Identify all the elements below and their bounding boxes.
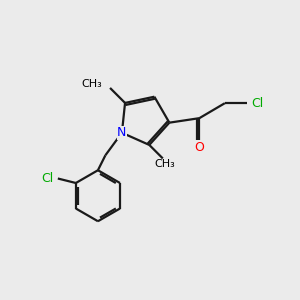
Text: CH₃: CH₃ <box>154 159 175 170</box>
Text: N: N <box>117 126 127 139</box>
Text: CH₃: CH₃ <box>81 79 102 89</box>
Text: Cl: Cl <box>41 172 53 185</box>
Text: Cl: Cl <box>252 97 264 110</box>
Text: O: O <box>194 141 204 154</box>
